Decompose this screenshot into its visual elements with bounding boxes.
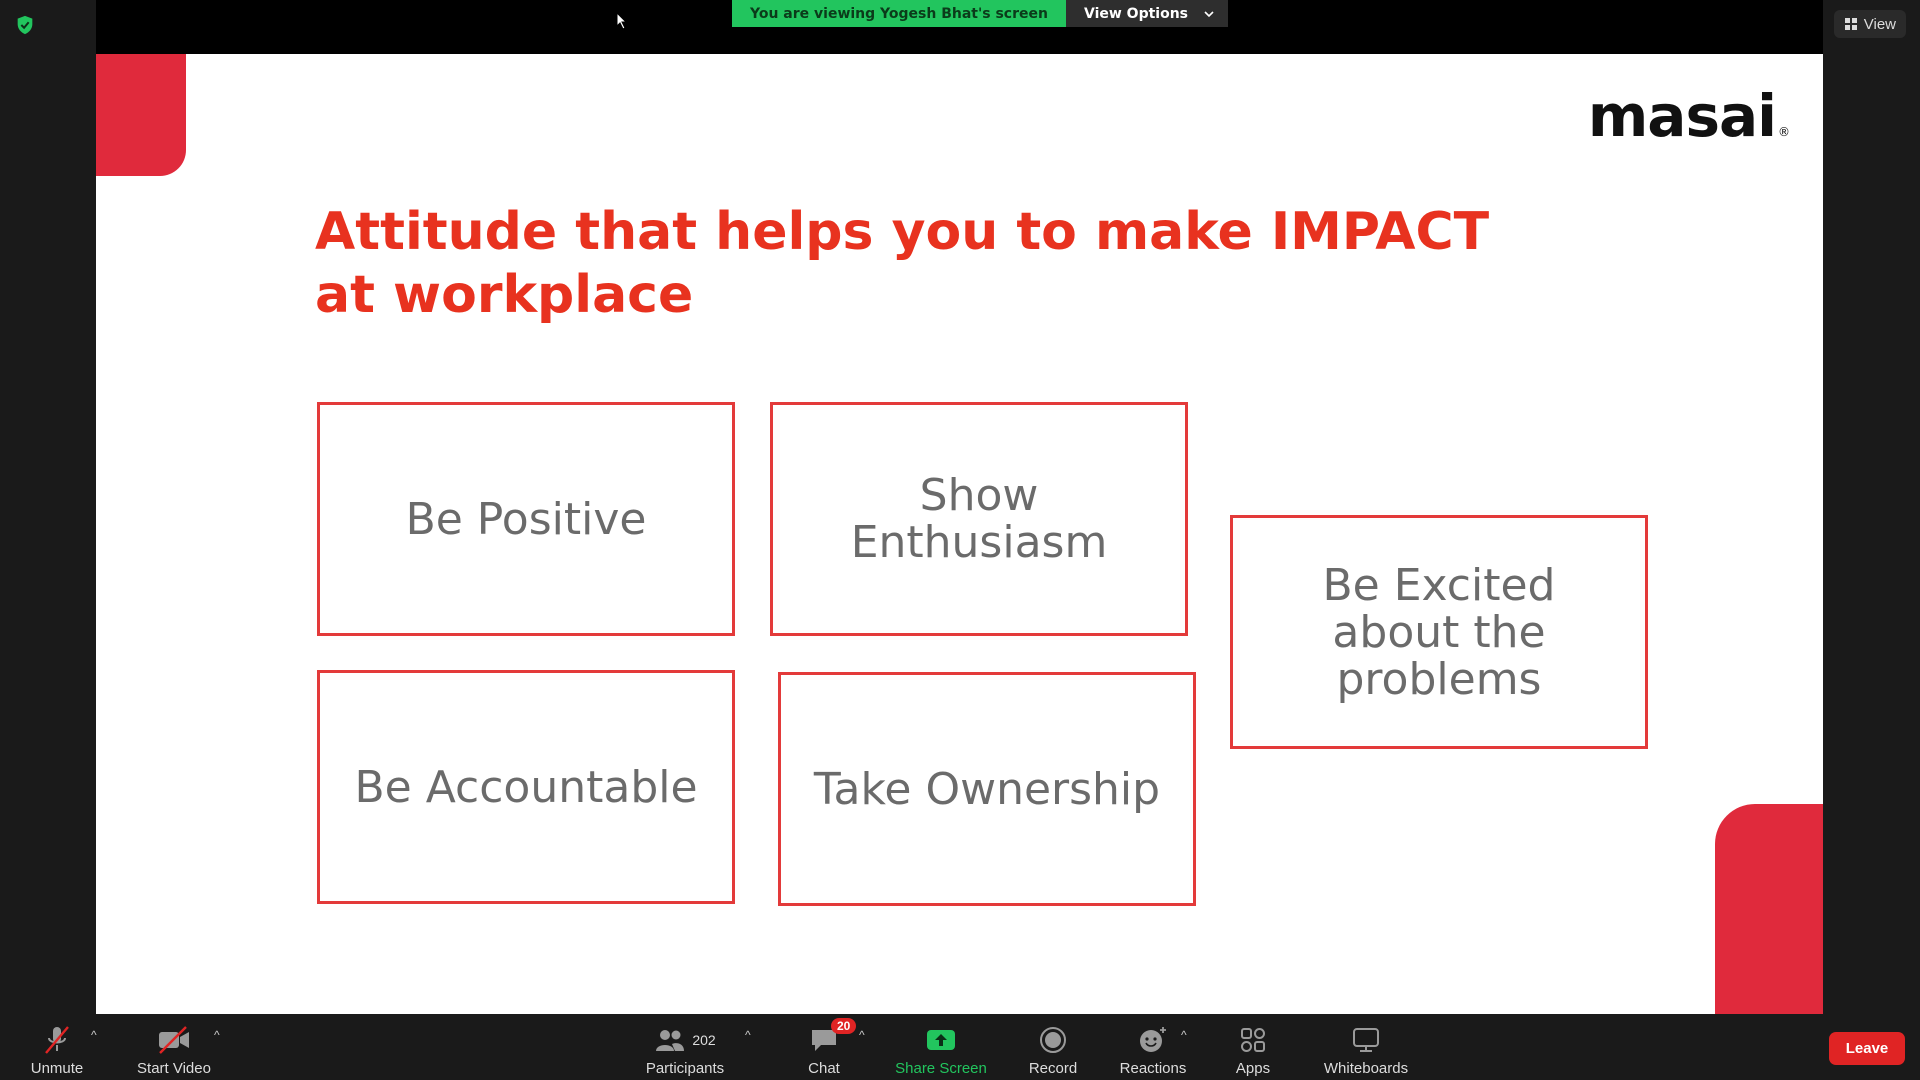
unmute-button[interactable]: Unmute [22,1014,92,1080]
view-button[interactable]: View [1833,10,1906,38]
video-options-caret[interactable]: ^ [214,1028,220,1042]
reactions-options-caret[interactable]: ^ [1181,1028,1187,1042]
chat-options-caret[interactable]: ^ [859,1028,865,1042]
record-icon [1040,1027,1066,1053]
video-camera-off-icon [159,1026,189,1054]
record-label: Record [1028,1060,1078,1077]
viewing-banner-text: You are viewing Yogesh Bhat's screen [732,0,1066,27]
participants-label: Participants [645,1060,725,1077]
participants-count: 202 [692,1032,716,1048]
participants-options-caret[interactable]: ^ [745,1028,751,1042]
participants-button[interactable]: 202 Participants [640,1014,730,1080]
whiteboards-label: Whiteboards [1323,1060,1409,1077]
apps-label: Apps [1235,1060,1271,1077]
leave-button[interactable]: Leave [1829,1032,1905,1065]
grid-icon [1844,18,1857,30]
whiteboard-icon [1353,1028,1379,1052]
view-options-button[interactable]: View Options [1065,0,1229,27]
shield-icon[interactable] [14,14,36,36]
apps-icon [1241,1028,1265,1052]
chat-button[interactable]: 20 Chat [800,1014,857,1080]
share-screen-icon [927,1030,955,1050]
card-take-ownership: Take Ownership [778,672,1196,906]
card-be-positive: Be Positive [317,402,735,636]
microphone-muted-icon [45,1026,69,1054]
start-video-button[interactable]: Start Video [130,1014,218,1080]
top-bar: You are viewing Yogesh Bhat's screen Vie… [0,0,1920,54]
card-be-excited: Be Excited about the problems [1230,515,1648,749]
slide-title: Attitude that helps you to make IMPACT a… [315,202,1490,325]
viewing-banner: You are viewing Yogesh Bhat's screen Vie… [732,0,1229,27]
chat-label: Chat [808,1060,840,1077]
audio-options-caret[interactable]: ^ [91,1028,97,1042]
mouse-cursor-icon [616,12,628,30]
share-screen-button[interactable]: Share Screen [891,1014,991,1080]
smiley-plus-icon [1140,1027,1166,1052]
chevron-down-icon [1204,10,1214,17]
record-button[interactable]: Record [1023,1014,1083,1080]
chat-unread-badge: 20 [831,1018,857,1034]
view-options-label: View Options [1083,5,1189,22]
share-screen-label: Share Screen [895,1060,987,1077]
card-show-enthusiasm: Show Enthusiasm [770,402,1188,636]
card-be-accountable: Be Accountable [317,670,735,904]
slide-decoration-bottom-right [1715,804,1823,1014]
participants-icon [656,1030,685,1051]
reactions-label: Reactions [1119,1060,1187,1077]
chat-bubble-icon [812,1030,836,1051]
shared-slide: masai ® Attitude that helps you to make I… [96,54,1823,1014]
view-label: View [1863,15,1896,33]
meeting-toolbar: Unmute ^ Start Video ^ 202 Participants … [0,1014,1920,1080]
slide-decoration-top-left [96,54,186,176]
unmute-label: Unmute [30,1060,84,1077]
apps-button[interactable]: Apps [1230,1014,1276,1080]
reactions-button[interactable]: Reactions [1116,1014,1190,1080]
start-video-label: Start Video [137,1060,211,1077]
masai-logo: masai ® [1587,82,1790,150]
whiteboards-button[interactable]: Whiteboards [1316,1014,1416,1080]
